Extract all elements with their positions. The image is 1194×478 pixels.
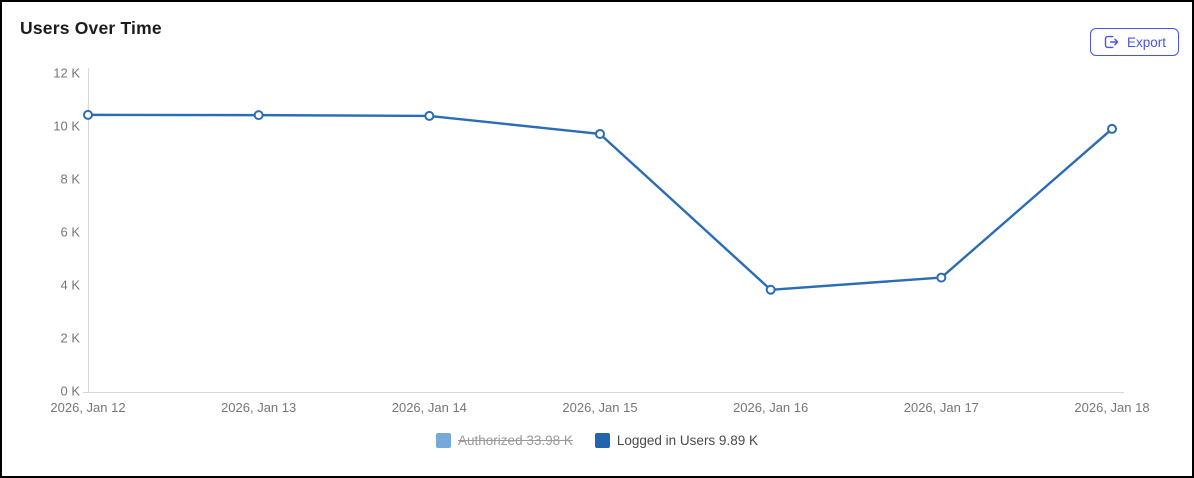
x-axis-tick-label: 2026, Jan 13 — [221, 400, 296, 415]
y-axis-tick-label: 4 K — [60, 278, 80, 293]
export-button-label: Export — [1126, 34, 1166, 50]
chart-legend: Authorized 33.98 K Logged in Users 9.89 K — [2, 433, 1192, 448]
data-point-marker[interactable] — [765, 284, 776, 295]
y-axis-tick-label: 12 K — [53, 66, 80, 81]
y-axis-tick-label: 10 K — [53, 119, 80, 134]
x-axis-tick-label: 2026, Jan 18 — [1074, 400, 1149, 415]
data-point-marker[interactable] — [424, 110, 435, 121]
page-title: Users Over Time — [20, 18, 162, 38]
legend-item-logged-in-users[interactable]: Logged in Users 9.89 K — [594, 433, 758, 448]
export-button[interactable]: Export — [1089, 28, 1179, 56]
data-point-marker[interactable] — [83, 109, 93, 120]
x-axis-tick-label: 2026, Jan 12 — [50, 400, 125, 415]
x-axis-tick-label: 2026, Jan 14 — [392, 400, 467, 415]
legend-swatch-logged-in-users — [594, 433, 610, 448]
data-point-marker[interactable] — [1107, 123, 1117, 134]
legend-label-logged-in-users: Logged in Users 9.89 K — [616, 433, 758, 448]
legend-label-authorized: Authorized 33.98 K — [458, 433, 573, 448]
legend-item-authorized[interactable]: Authorized 33.98 K — [436, 433, 573, 448]
data-point-marker[interactable] — [936, 272, 947, 283]
line-series — [86, 113, 1114, 291]
y-axis-tick-label: 2 K — [60, 331, 80, 346]
legend-swatch-authorized — [436, 433, 452, 448]
x-axis-tick-label: 2026, Jan 15 — [562, 400, 637, 415]
export-icon — [1103, 34, 1120, 50]
y-axis-tick-label: 0 K — [60, 384, 80, 399]
y-axis-tick-label: 6 K — [60, 225, 80, 240]
x-axis-tick-label: 2026, Jan 16 — [733, 400, 808, 415]
y-axis-tick-label: 8 K — [60, 172, 80, 187]
data-point-marker[interactable] — [595, 128, 605, 139]
data-point-marker[interactable] — [253, 110, 264, 121]
x-axis-tick-label: 2026, Jan 17 — [904, 400, 979, 415]
